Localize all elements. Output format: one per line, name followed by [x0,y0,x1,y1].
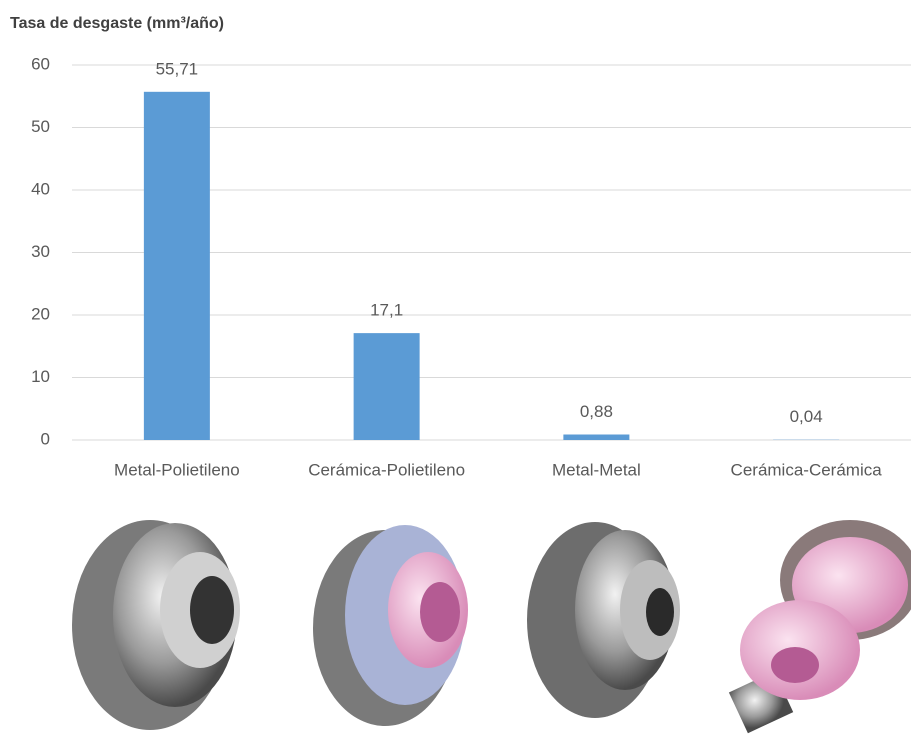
x-tick-label: Metal-Polietileno [114,460,240,479]
value-label: 0,88 [580,402,613,421]
x-tick-label: Cerámica-Cerámica [731,460,883,479]
y-tick-label: 40 [31,179,50,198]
y-tick-label: 50 [31,117,50,136]
implant-ceramic-ceramic [728,520,911,734]
implant-metal-polyethylene [72,520,240,730]
bar [353,333,420,440]
bar [563,434,630,440]
value-label: 55,71 [156,59,199,78]
bar [143,91,210,440]
y-tick-label: 60 [31,54,50,73]
y-tick-label: 20 [31,304,50,323]
x-tick-label: Cerámica-Polietileno [308,460,465,479]
y-tick-label: 30 [31,242,50,261]
implant-images [72,520,911,734]
implant-ceramic-polyethylene [313,525,468,726]
y-tick-label: 0 [41,429,50,448]
y-tick-label: 10 [31,367,50,386]
chart-title: Tasa de desgaste (mm³/año) [10,15,224,32]
value-label: 0,04 [790,407,823,426]
value-label: 17,1 [370,301,403,320]
implant-metal-metal [527,522,680,718]
x-tick-label: Metal-Metal [552,460,641,479]
